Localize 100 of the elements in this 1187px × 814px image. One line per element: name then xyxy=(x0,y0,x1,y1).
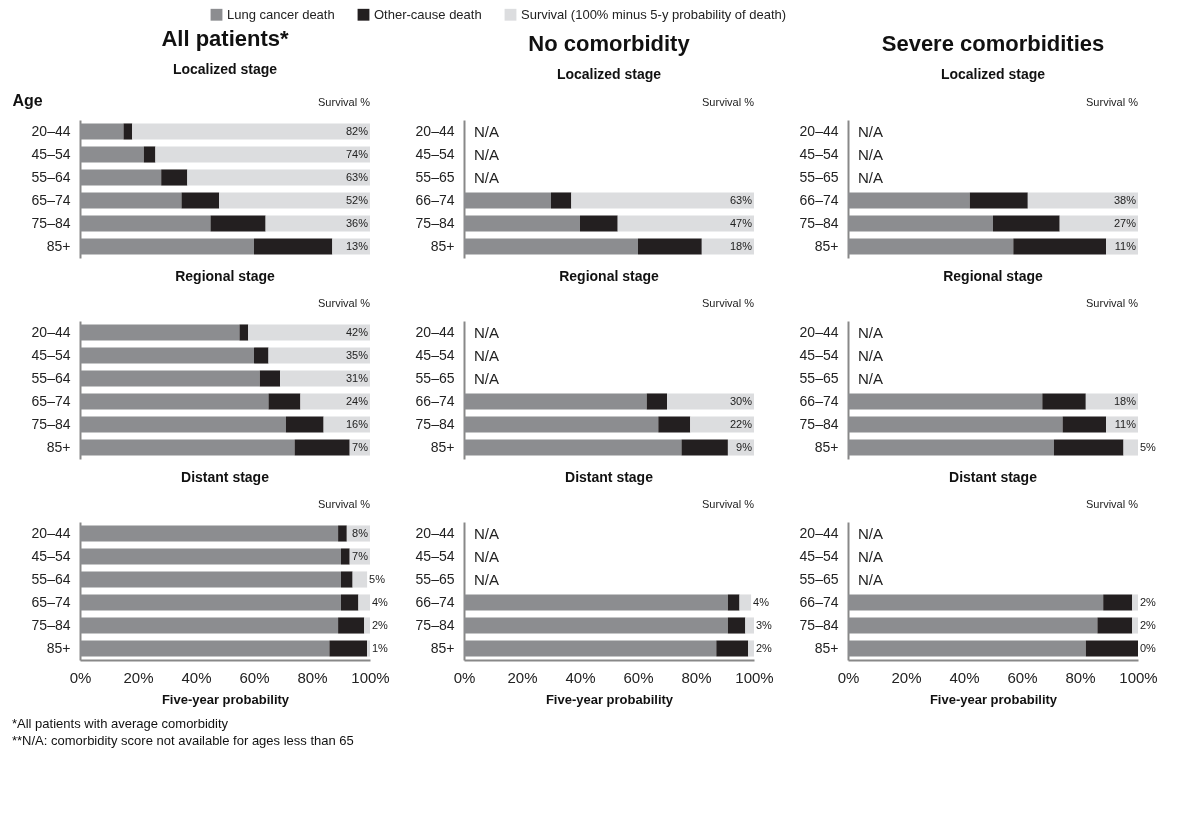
y-tick-label: 20–44 xyxy=(799,323,839,340)
text: N/A xyxy=(858,346,884,364)
text: N/A xyxy=(858,369,884,387)
y-tick-label: 75–84 xyxy=(799,616,839,633)
data-label: 7% xyxy=(352,549,369,562)
text: N/A xyxy=(474,122,500,140)
bar xyxy=(268,393,301,410)
y-tick-label: 85+ xyxy=(814,438,839,455)
y-tick-label: 55–64 xyxy=(31,168,71,185)
data-label: 31% xyxy=(345,371,369,384)
y2-axis-title: Survival % xyxy=(318,498,371,510)
data-label: 36% xyxy=(345,216,369,229)
y-tick-label: 20–44 xyxy=(415,122,455,139)
bar xyxy=(338,525,347,542)
chart-title: No comorbidity xyxy=(528,31,691,56)
y-tick-label: 45–54 xyxy=(799,145,839,162)
y2-axis-title: Survival % xyxy=(702,96,755,108)
bar xyxy=(268,347,370,364)
data-label: 18% xyxy=(729,239,753,252)
bar xyxy=(341,594,359,611)
chart-title: Distant stage xyxy=(949,469,1038,485)
data-label: 22% xyxy=(729,417,753,430)
y-tick-label: 75–84 xyxy=(31,415,71,432)
bar xyxy=(352,571,368,588)
chart-subtitle: Localized stage xyxy=(556,66,662,82)
data-label: 2% xyxy=(1140,595,1157,608)
text: N/A xyxy=(858,122,884,140)
y-tick-label: 75–84 xyxy=(799,415,839,432)
bar xyxy=(358,594,370,611)
text: N/A xyxy=(858,524,884,542)
text: N/A xyxy=(858,547,884,565)
data-label: 38% xyxy=(1113,193,1137,206)
y-tick-label: 45–54 xyxy=(415,547,455,564)
bar xyxy=(658,416,691,433)
bar xyxy=(745,617,754,634)
bar xyxy=(617,215,754,232)
bar xyxy=(187,169,370,186)
y-tick-label: 66–74 xyxy=(799,191,839,208)
bar xyxy=(280,370,370,387)
text: N/A xyxy=(858,145,884,163)
y2-axis-title: Survival % xyxy=(1086,96,1139,108)
chart-subtitle: Localized stage xyxy=(940,66,1046,82)
text: N/A xyxy=(474,346,500,364)
y-tick-label: 55–65 xyxy=(415,570,455,587)
bar xyxy=(638,238,702,255)
data-label: 7% xyxy=(352,440,369,453)
y-tick-label: 45–54 xyxy=(31,145,71,162)
data-label: 0% xyxy=(1140,641,1157,654)
data-label: 4% xyxy=(372,595,389,608)
y-axis-title: Age xyxy=(12,91,43,109)
chart-title: All patients* xyxy=(161,26,289,51)
x-tick-label: 100% xyxy=(1119,668,1158,686)
bar xyxy=(254,347,269,364)
bar xyxy=(1132,617,1138,634)
bar xyxy=(646,393,667,410)
text: *All patients with average comorbidity xyxy=(12,716,229,731)
chart-title: Regional stage xyxy=(175,268,275,284)
data-label: 24% xyxy=(345,394,369,407)
y-tick-label: 66–74 xyxy=(415,392,455,409)
y-tick-label: 75–84 xyxy=(799,214,839,231)
text: N/A xyxy=(474,547,500,565)
bar xyxy=(367,640,370,657)
x-tick-label: 80% xyxy=(297,668,328,686)
data-label: 27% xyxy=(1113,216,1137,229)
legend-label: Lung cancer death xyxy=(227,6,335,22)
y-tick-label: 55–64 xyxy=(31,369,71,386)
bar xyxy=(667,393,754,410)
bar xyxy=(1062,416,1107,433)
bar xyxy=(341,548,350,565)
legend-label: Other-cause death xyxy=(374,6,482,22)
data-label: 1% xyxy=(372,641,389,654)
y-tick-label: 75–84 xyxy=(31,214,71,231)
bar xyxy=(571,192,754,209)
x-tick-label: 100% xyxy=(735,668,774,686)
x-tick-label: 40% xyxy=(949,668,980,686)
text: N/A xyxy=(474,369,500,387)
text: **N/A: comorbidity score not available for ages less than 65 xyxy=(12,733,354,748)
x-tick-label: 60% xyxy=(1007,668,1038,686)
data-label: 13% xyxy=(345,239,369,252)
x-tick-label: 20% xyxy=(507,668,538,686)
bar xyxy=(727,594,740,611)
data-label: 18% xyxy=(1113,394,1137,407)
bar xyxy=(248,324,370,341)
y-tick-label: 75–84 xyxy=(415,415,455,432)
y2-axis-title: Survival % xyxy=(1086,297,1139,309)
y-tick-label: 45–54 xyxy=(31,547,71,564)
chart-title: Distant stage xyxy=(565,469,654,485)
x-axis-title: Five-year probability xyxy=(929,691,1058,707)
data-label: 5% xyxy=(1140,440,1157,453)
text: N/A xyxy=(474,323,500,341)
data-label: 63% xyxy=(729,193,753,206)
data-label: 63% xyxy=(345,170,369,183)
y-tick-label: 75–84 xyxy=(31,616,71,633)
data-label: 16% xyxy=(345,417,369,430)
legend-label: Survival (100% minus 5-y probability of death) xyxy=(521,6,787,22)
bar xyxy=(181,192,220,209)
y2-axis-title: Survival % xyxy=(318,297,371,309)
chart-subtitle: Localized stage xyxy=(172,61,278,77)
y-tick-label: 85+ xyxy=(430,237,455,254)
bar xyxy=(329,640,368,657)
